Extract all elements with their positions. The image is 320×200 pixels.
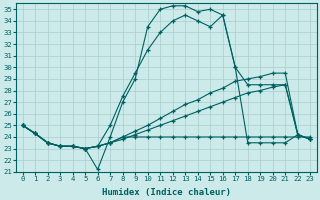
X-axis label: Humidex (Indice chaleur): Humidex (Indice chaleur): [102, 188, 231, 197]
